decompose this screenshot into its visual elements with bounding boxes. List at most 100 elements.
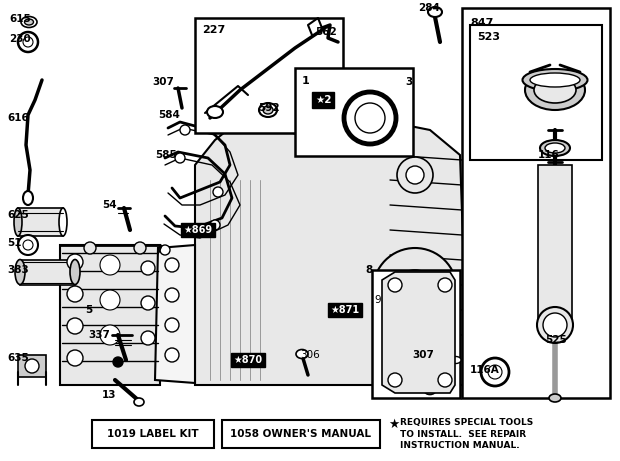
Bar	[92, 420, 214, 448]
Circle shape	[100, 325, 120, 345]
Circle shape	[165, 348, 179, 362]
Circle shape	[18, 32, 38, 52]
Circle shape	[100, 255, 120, 275]
Circle shape	[165, 288, 179, 302]
Bar	[195, 18, 343, 133]
Circle shape	[388, 278, 402, 292]
Ellipse shape	[428, 7, 442, 17]
Ellipse shape	[545, 143, 565, 153]
Text: 307: 307	[152, 77, 174, 87]
Circle shape	[141, 261, 155, 275]
Text: 847: 847	[470, 18, 494, 28]
Circle shape	[23, 240, 33, 250]
Ellipse shape	[530, 73, 580, 87]
Text: 592: 592	[258, 103, 280, 113]
Bar	[18, 208, 63, 236]
Bar	[295, 68, 413, 156]
Text: ★871: ★871	[330, 305, 360, 315]
Text: 116A: 116A	[470, 365, 500, 375]
Circle shape	[141, 296, 155, 310]
Circle shape	[213, 187, 223, 197]
Text: 8: 8	[365, 265, 372, 275]
Ellipse shape	[15, 260, 25, 284]
Polygon shape	[60, 245, 160, 385]
Text: 227: 227	[202, 25, 225, 35]
Text: 307: 307	[412, 350, 434, 360]
Circle shape	[537, 307, 573, 343]
Circle shape	[210, 220, 220, 230]
Circle shape	[67, 254, 83, 270]
Bar	[222, 420, 380, 448]
Bar	[20, 260, 75, 285]
Text: 13: 13	[102, 390, 117, 400]
Ellipse shape	[263, 106, 273, 114]
Circle shape	[18, 235, 38, 255]
Ellipse shape	[70, 260, 80, 284]
Text: 523: 523	[477, 32, 500, 42]
Ellipse shape	[285, 111, 375, 139]
Circle shape	[488, 365, 502, 379]
Circle shape	[160, 245, 170, 255]
Text: 51: 51	[7, 238, 22, 248]
Circle shape	[113, 357, 123, 367]
Circle shape	[141, 331, 155, 345]
Text: 284: 284	[418, 3, 440, 13]
Text: 584: 584	[158, 110, 180, 120]
Circle shape	[67, 350, 83, 366]
Ellipse shape	[534, 77, 576, 103]
Bar	[18, 355, 46, 377]
Circle shape	[165, 258, 179, 272]
Text: 116: 116	[538, 150, 560, 160]
Text: 562: 562	[315, 27, 337, 37]
Circle shape	[180, 125, 190, 135]
Text: 306: 306	[300, 350, 320, 360]
Polygon shape	[195, 120, 468, 385]
Ellipse shape	[549, 394, 561, 402]
Text: 1: 1	[302, 76, 310, 86]
Circle shape	[67, 286, 83, 302]
Ellipse shape	[21, 17, 37, 28]
Text: TO INSTALL.  SEE REPAIR: TO INSTALL. SEE REPAIR	[400, 430, 526, 439]
Text: 1058 OWNER'S MANUAL: 1058 OWNER'S MANUAL	[231, 429, 371, 439]
Circle shape	[438, 278, 452, 292]
Text: ereplacementparts.com: ereplacementparts.com	[188, 223, 371, 237]
Ellipse shape	[23, 191, 33, 205]
Ellipse shape	[25, 19, 33, 25]
Circle shape	[543, 313, 567, 337]
Circle shape	[165, 318, 179, 332]
Ellipse shape	[424, 385, 436, 395]
Text: 383: 383	[7, 265, 29, 275]
Circle shape	[25, 359, 39, 373]
Ellipse shape	[259, 103, 277, 117]
Circle shape	[406, 166, 424, 184]
Circle shape	[355, 103, 385, 133]
Ellipse shape	[59, 208, 67, 236]
Bar	[470, 25, 602, 160]
Circle shape	[395, 270, 435, 310]
Circle shape	[23, 37, 33, 47]
Text: 7: 7	[155, 245, 162, 255]
Polygon shape	[382, 272, 455, 393]
Circle shape	[438, 373, 452, 387]
Circle shape	[481, 358, 509, 386]
Text: REQUIRES SPECIAL TOOLS: REQUIRES SPECIAL TOOLS	[400, 418, 533, 427]
Text: ★870: ★870	[234, 355, 262, 365]
Bar	[372, 270, 460, 398]
Text: 230: 230	[9, 34, 31, 44]
Ellipse shape	[310, 102, 350, 118]
Ellipse shape	[525, 70, 585, 110]
Circle shape	[344, 92, 396, 144]
Text: 54: 54	[102, 200, 117, 210]
Ellipse shape	[540, 140, 570, 156]
Ellipse shape	[451, 356, 461, 364]
Text: 9: 9	[374, 295, 381, 305]
Text: 5: 5	[85, 305, 92, 315]
Circle shape	[175, 153, 185, 163]
Text: 337: 337	[88, 330, 110, 340]
Text: 635: 635	[7, 353, 29, 363]
Text: 1019 LABEL KIT: 1019 LABEL KIT	[107, 429, 199, 439]
Circle shape	[67, 318, 83, 334]
Text: ★2: ★2	[315, 95, 332, 105]
Bar	[538, 165, 572, 325]
Circle shape	[134, 242, 146, 254]
